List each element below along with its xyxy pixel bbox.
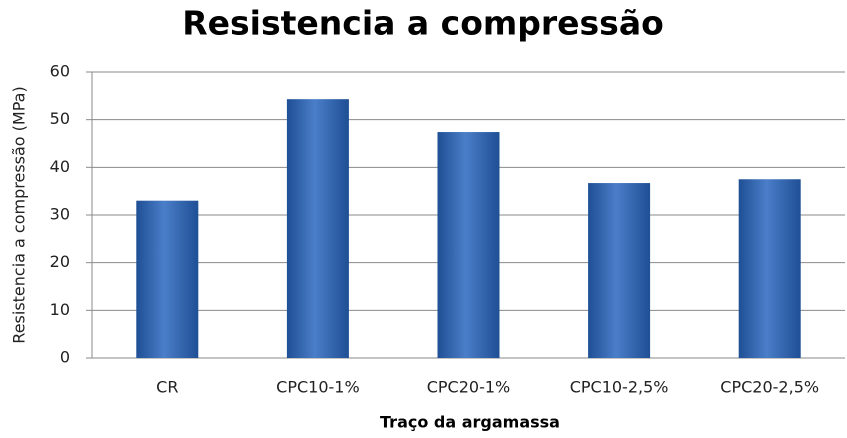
bar <box>136 200 199 358</box>
y-tick-label: 20 <box>50 252 70 271</box>
y-tick-label: 10 <box>50 300 70 319</box>
y-tick-label: 30 <box>50 205 70 224</box>
bar <box>437 132 500 358</box>
y-axis-title: Resistencia a compressão (MPa) <box>10 86 29 343</box>
y-tick-label: 0 <box>60 348 70 367</box>
y-tick-label: 50 <box>50 109 70 128</box>
x-tick-label: CPC20-2,5% <box>720 378 819 397</box>
x-tick-label: CPC20-1% <box>427 378 511 397</box>
x-tick-label: CPC10-2,5% <box>570 378 669 397</box>
y-tick-label: 40 <box>50 157 70 176</box>
bar <box>286 99 349 359</box>
x-axis-title: Traço da argamassa <box>380 413 560 432</box>
x-tick-label: CPC10-1% <box>276 378 360 397</box>
bar <box>738 179 801 358</box>
x-tick-label: CR <box>156 378 178 397</box>
y-tick-label: 60 <box>50 62 70 81</box>
chart-title: Resistencia a compressão <box>182 4 664 43</box>
bar <box>588 183 651 358</box>
